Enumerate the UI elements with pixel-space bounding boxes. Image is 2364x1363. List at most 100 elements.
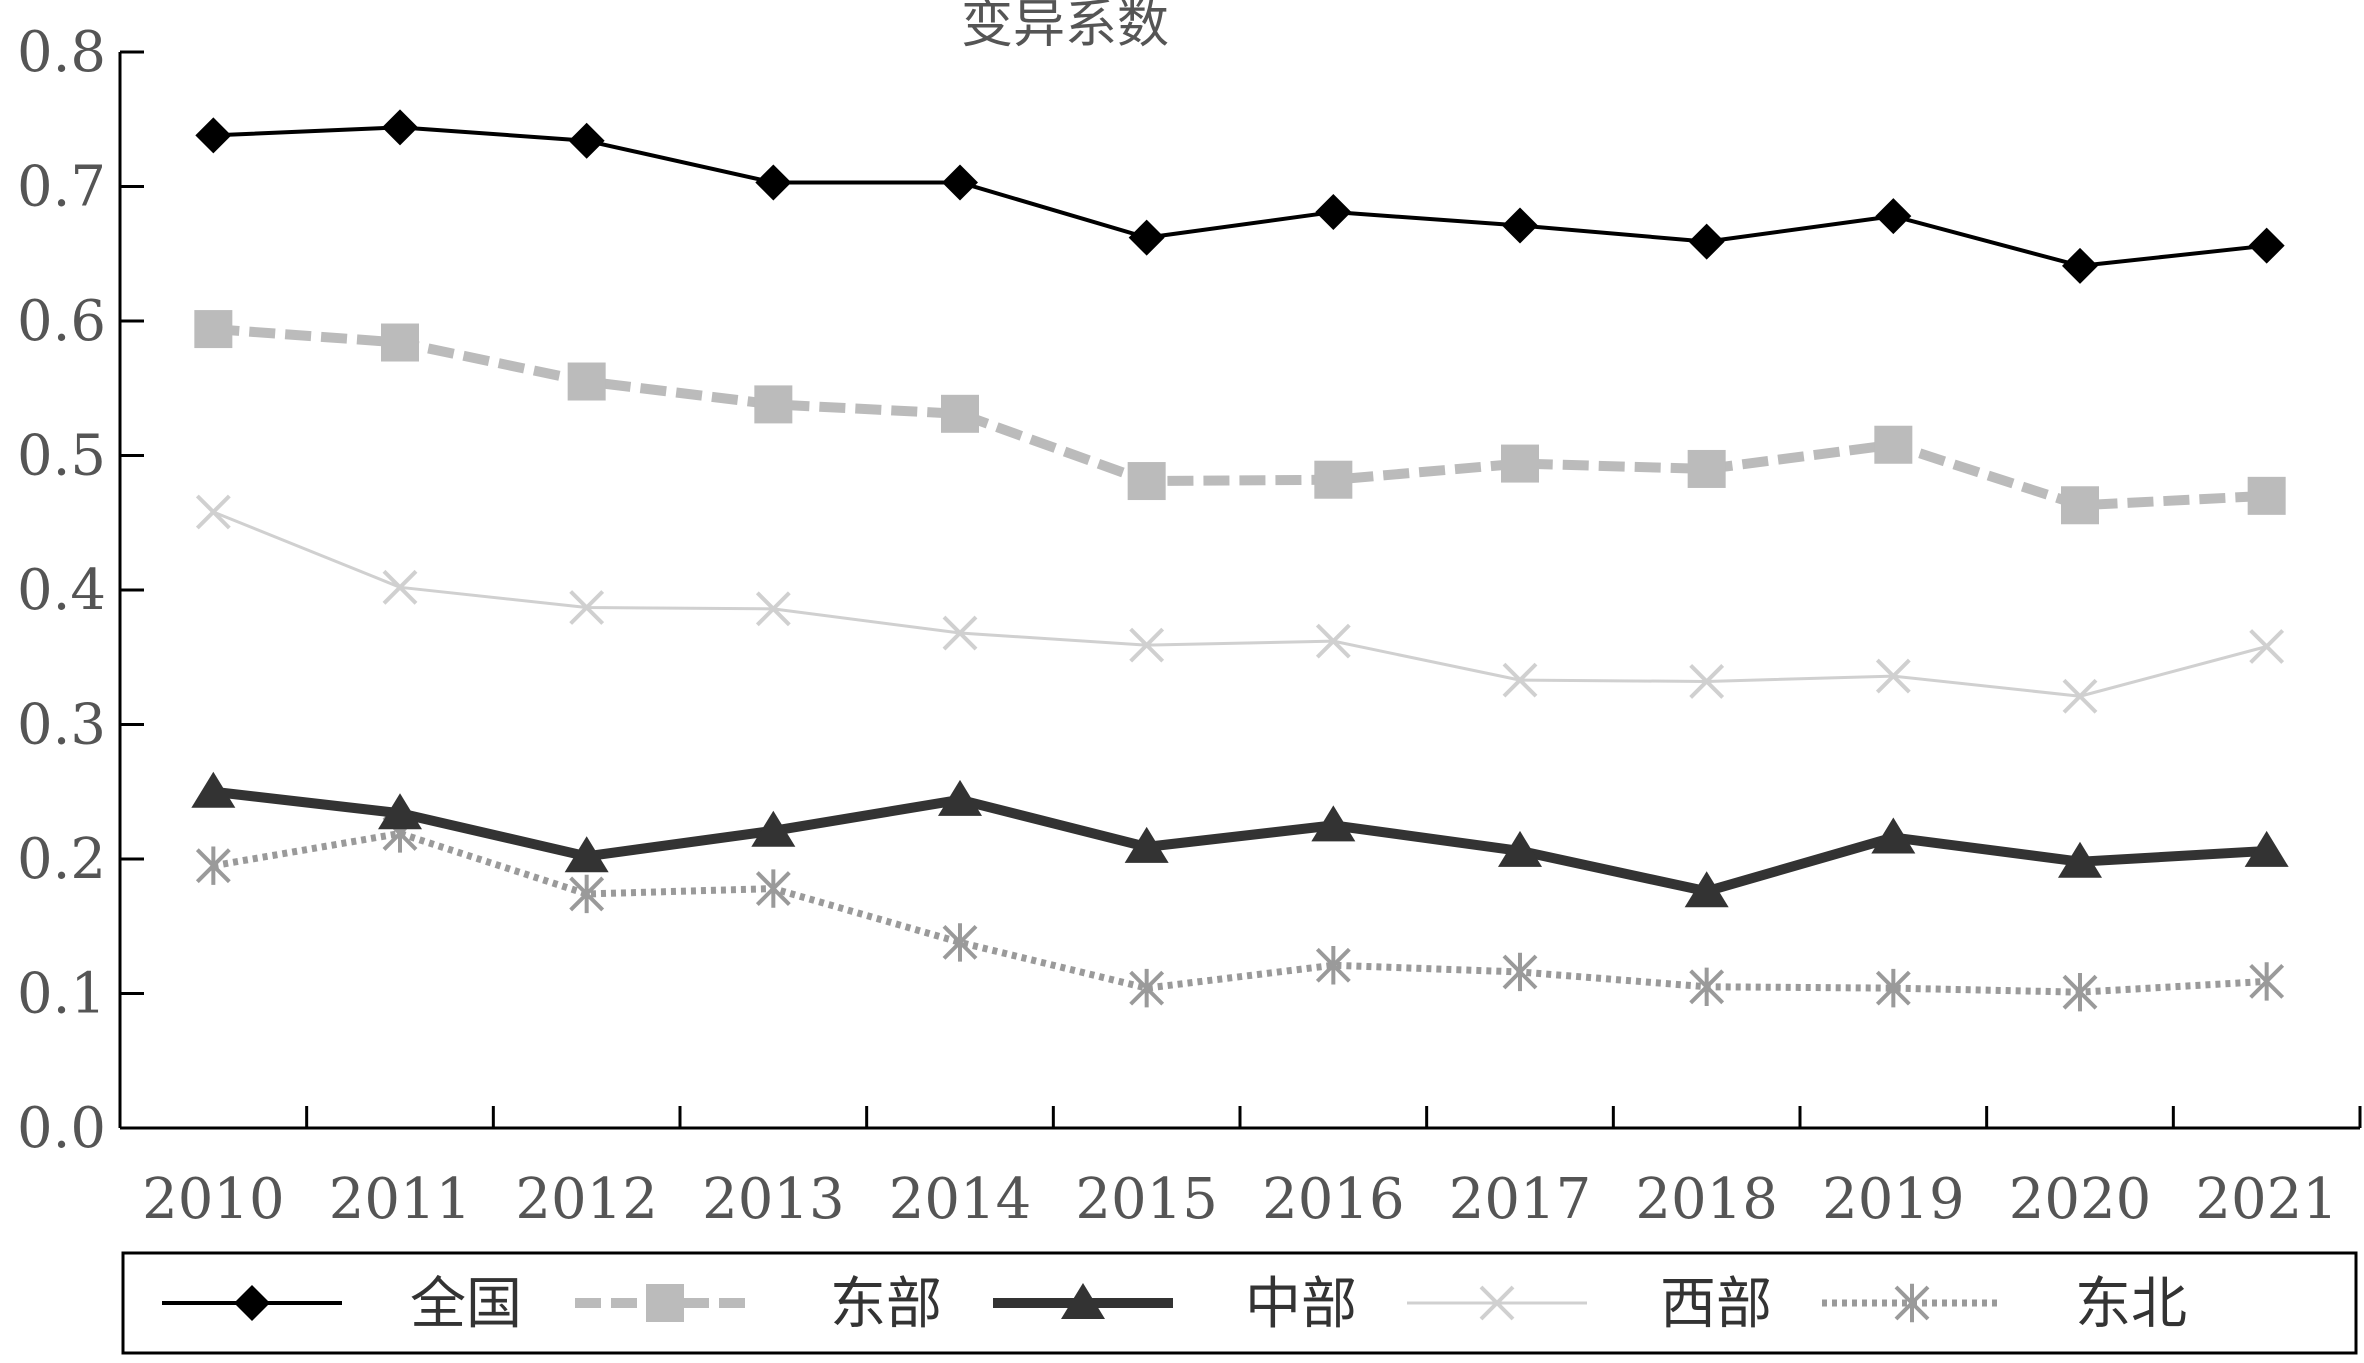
data-point (1315, 623, 1351, 659)
data-point (195, 846, 231, 885)
legend-item: 全国 (162, 1272, 522, 1337)
data-point (2062, 247, 2098, 284)
x-tick-label: 2016 (1262, 1167, 1405, 1232)
data-point (2062, 972, 2098, 1012)
legend-swatch-marker (1061, 1283, 1105, 1319)
x-tick-label: 2020 (2009, 1167, 2152, 1232)
data-point (1502, 952, 1538, 992)
axes (118, 52, 2360, 1130)
data-point (195, 494, 231, 530)
series-4 (195, 494, 2285, 714)
data-point (1502, 662, 1538, 698)
legend-swatch-marker (1894, 1283, 1930, 1323)
x-tick-label: 2019 (1822, 1167, 1965, 1232)
y-tick-label: 0.5 (17, 424, 106, 489)
data-point (195, 117, 232, 154)
data-point (1875, 658, 1911, 694)
data-point (2058, 841, 2102, 878)
legend-item: 东北 (1822, 1272, 2187, 1337)
data-point (191, 771, 236, 808)
legend-item: 东部 (575, 1272, 942, 1337)
data-point (2244, 830, 2289, 867)
data-point (941, 394, 979, 433)
data-point (1684, 871, 1729, 908)
y-tick-label: 0.3 (17, 693, 106, 758)
data-point (755, 869, 791, 908)
data-point (942, 923, 978, 962)
y-tick-label: 0.1 (17, 962, 106, 1027)
data-point (1501, 444, 1539, 483)
legend-label: 西部 (1660, 1272, 1772, 1337)
y-tick-label: 0.2 (17, 827, 106, 892)
data-point (2062, 678, 2098, 714)
legend-item: 中部 (993, 1272, 1357, 1337)
legend-label: 东北 (2075, 1272, 2187, 1337)
data-point (1688, 223, 1725, 260)
data-point (1129, 968, 1165, 1008)
series-line (212, 324, 2267, 511)
data-point (1124, 826, 1169, 863)
data-point (1687, 449, 1726, 488)
data-point (382, 109, 418, 146)
data-point (568, 122, 605, 159)
x-tick-label: 2017 (1449, 1167, 1592, 1232)
legend-item: 西部 (1407, 1272, 1772, 1337)
data-point (1314, 460, 1353, 499)
data-point (2249, 962, 2285, 1001)
data-point (567, 362, 606, 401)
legend-swatch-marker (646, 1284, 684, 1322)
data-point (1875, 198, 1912, 235)
data-point (1689, 664, 1725, 699)
data-point (2248, 227, 2285, 264)
data-point (942, 615, 978, 651)
series-3 (191, 771, 2289, 908)
y-tick-label: 0.8 (17, 20, 106, 85)
legend-swatch-marker (1479, 1285, 1515, 1321)
axis-ticks: 0.0 0.1 0.2 0.3 0.4 0.5 0.6 0.7 0.8 2010 2011 2012 2… (17, 20, 2362, 1232)
legend-swatch-marker (234, 1285, 270, 1321)
data-point (569, 874, 605, 914)
legend-label: 全国 (410, 1272, 522, 1337)
data-point (381, 323, 419, 362)
data-point (1689, 967, 1725, 1006)
data-point (751, 810, 796, 847)
y-tick-label: 0.7 (17, 155, 106, 220)
data-point (1129, 627, 1165, 663)
x-tick-label: 2021 (2195, 1167, 2338, 1232)
series-2 (194, 310, 2286, 525)
series-line (212, 829, 2267, 996)
data-point (1311, 805, 1356, 842)
legend-label: 中部 (1245, 1272, 1357, 1337)
data-point (2247, 476, 2286, 515)
data-point (2061, 486, 2099, 525)
legend-label: 东部 (830, 1272, 942, 1337)
x-tick-label: 2014 (889, 1167, 1032, 1232)
data-point (378, 793, 422, 830)
x-tick-label: 2011 (329, 1167, 472, 1232)
data-point (1498, 830, 1542, 867)
data-point (1128, 219, 1165, 256)
y-tick-label: 0.6 (17, 289, 106, 354)
y-axis-title: 变异系数 (961, 0, 1169, 55)
y-tick-label: 0.0 (17, 1096, 106, 1161)
data-point (1874, 425, 1913, 464)
data-point (1875, 968, 1911, 1008)
data-point (938, 779, 982, 816)
y-tick-label: 0.4 (17, 558, 106, 623)
legend: 全国 东部 中部 西部 东北 (121, 1251, 2358, 1355)
data-point (382, 569, 418, 605)
data-point (569, 590, 605, 625)
series-line (213, 125, 2267, 268)
data-point (1315, 194, 1352, 231)
series-layer (191, 109, 2289, 1012)
series-line (212, 786, 2267, 897)
x-tick-label: 2012 (515, 1167, 658, 1232)
data-point (1871, 817, 1916, 854)
data-point (564, 836, 609, 873)
series-line (212, 510, 2268, 698)
x-tick-label: 2010 (142, 1167, 285, 1232)
data-point (755, 591, 791, 627)
x-tick-label: 2015 (1075, 1167, 1218, 1232)
series-1 (195, 109, 2285, 284)
